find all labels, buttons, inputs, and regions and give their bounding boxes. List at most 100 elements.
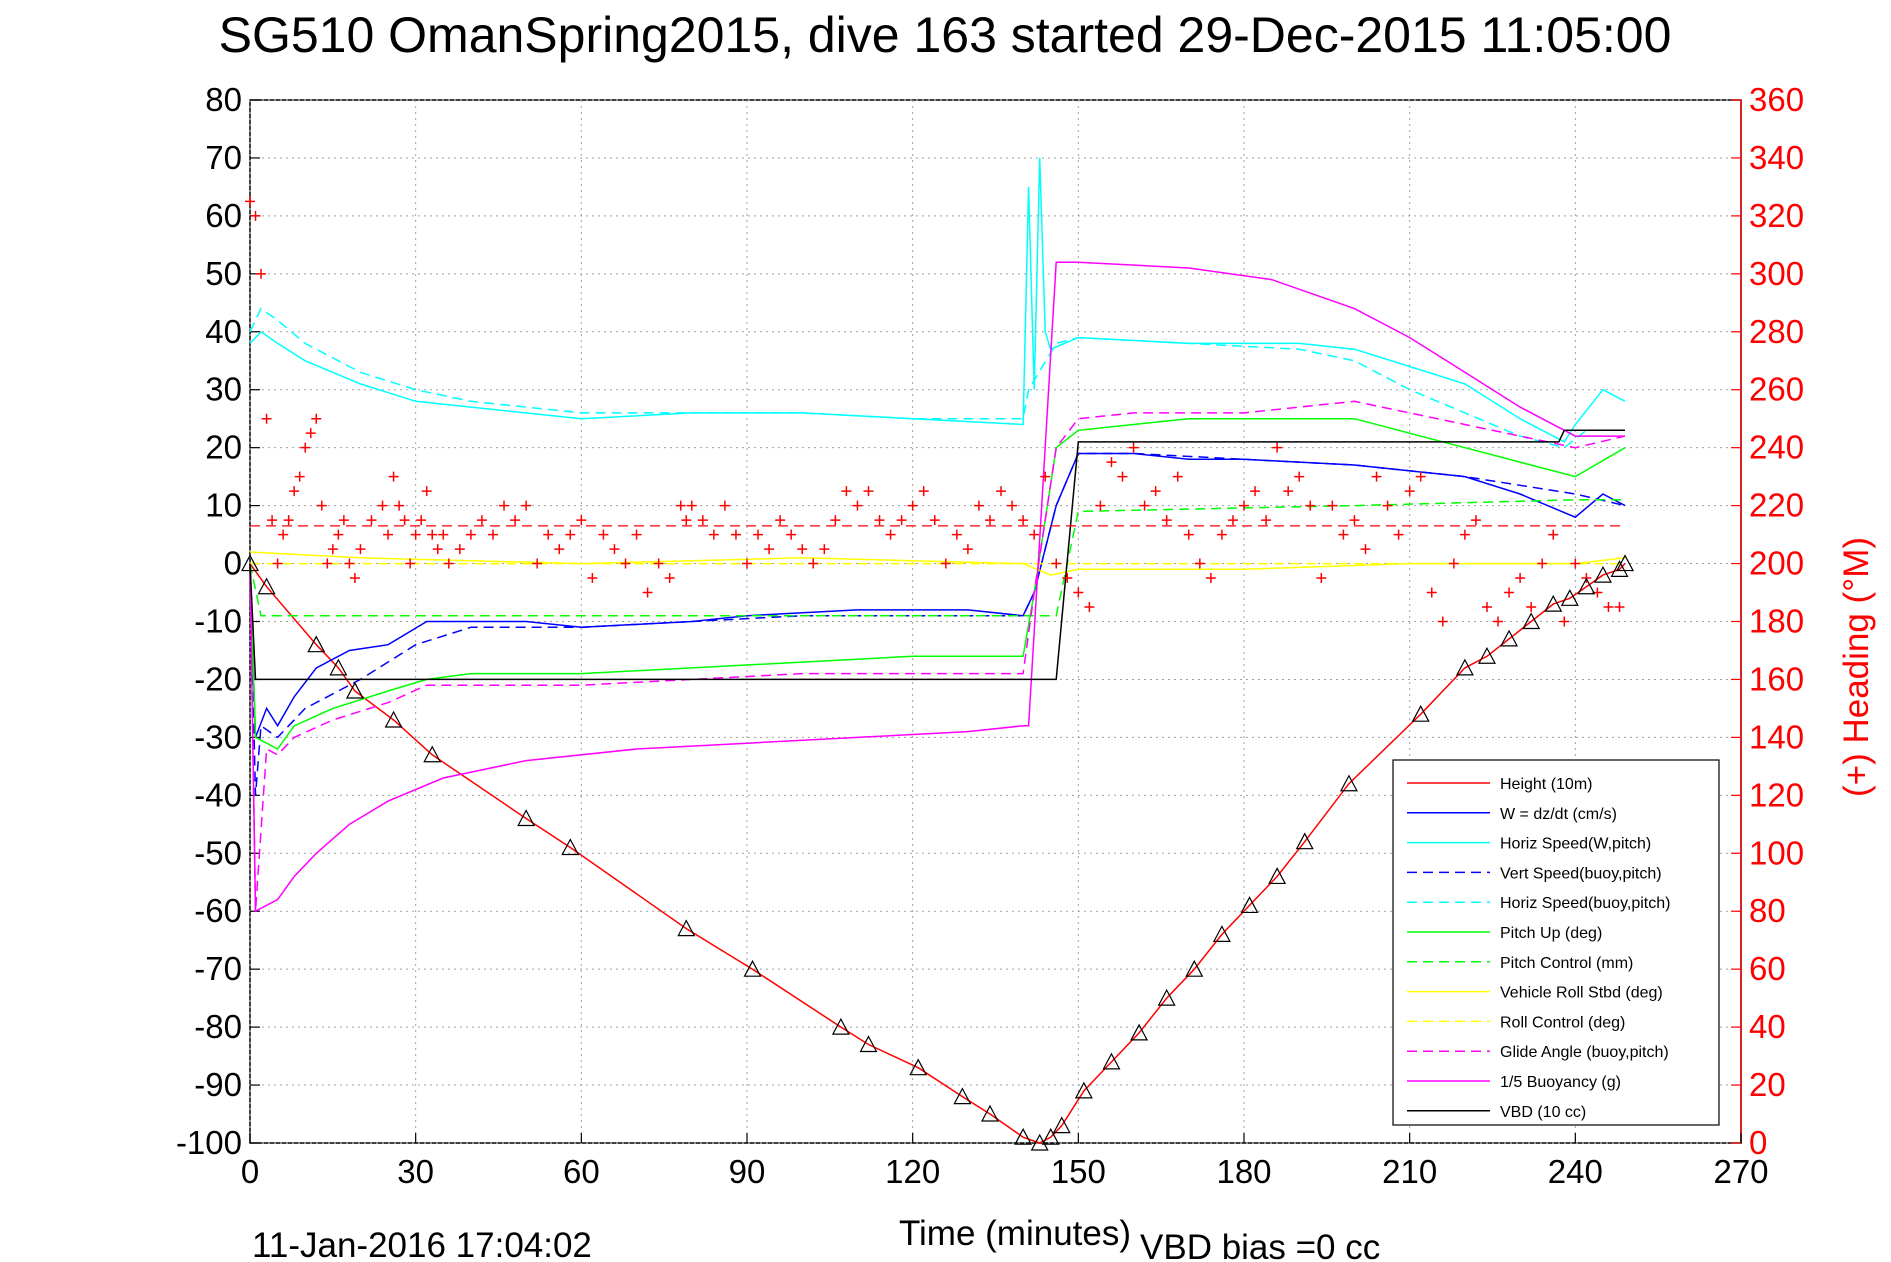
heading-marker — [322, 558, 333, 569]
heading-marker — [521, 500, 532, 511]
heading-marker — [885, 529, 896, 540]
height-marker — [677, 919, 696, 937]
heading-marker — [1481, 602, 1492, 613]
legend-label: Vert Speed(buoy,pitch) — [1500, 865, 1662, 882]
y-right-tick-label: 360 — [1749, 81, 1804, 118]
heading-marker — [416, 515, 427, 526]
heading-marker — [394, 500, 405, 511]
heading-marker — [1205, 573, 1216, 584]
heading-marker — [962, 544, 973, 555]
heading-marker — [819, 544, 830, 555]
height-marker — [423, 745, 442, 763]
series-line-vbd-10-cc — [249, 429, 1625, 681]
x-tick-label: 60 — [563, 1153, 600, 1190]
height-marker — [1268, 867, 1287, 885]
height-markers — [241, 554, 1635, 1151]
heading-marker — [1051, 558, 1062, 569]
heading-marker — [388, 471, 399, 482]
y-right-tick-label: 220 — [1749, 487, 1804, 524]
height-marker — [384, 710, 403, 728]
heading-marker — [1470, 515, 1481, 526]
heading-marker — [1603, 602, 1614, 613]
series-line-glide-angle-buoy-pitch — [249, 400, 1626, 912]
y-axis-right-label: (+) Heading (°M) — [1837, 537, 1876, 797]
heading-marker — [918, 486, 929, 497]
heading-marker — [1526, 602, 1537, 613]
heading-marker — [1161, 515, 1172, 526]
y-right-tick-label: 100 — [1749, 834, 1804, 871]
legend-label: Roll Control (deg) — [1500, 1014, 1625, 1031]
x-axis-label: Time (minutes) — [899, 1214, 1131, 1253]
y-tick-label: -50 — [194, 834, 242, 871]
height-marker — [1616, 554, 1635, 572]
heading-marker — [349, 573, 360, 584]
heading-marker — [697, 515, 708, 526]
height-marker — [1212, 925, 1231, 942]
heading-marker — [929, 515, 940, 526]
y-right-tick-label: 200 — [1749, 545, 1804, 582]
heading-marker — [476, 515, 487, 526]
x-tick-label: 120 — [885, 1153, 940, 1190]
heading-marker — [1537, 558, 1548, 569]
height-marker — [831, 1017, 850, 1035]
heading-marker — [775, 515, 786, 526]
height-marker — [1240, 896, 1259, 914]
heading-marker — [355, 544, 366, 555]
y-right-tick-label: 140 — [1749, 718, 1804, 755]
y-tick-label: 30 — [205, 371, 242, 408]
heading-marker — [443, 558, 454, 569]
heading-marker — [1459, 529, 1470, 540]
heading-marker — [808, 558, 819, 569]
heading-marker — [940, 558, 951, 569]
y-right-tick-label: 120 — [1749, 776, 1804, 813]
heading-marker — [598, 529, 609, 540]
heading-marker — [432, 544, 443, 555]
heading-marker — [863, 486, 874, 497]
heading-marker — [377, 500, 388, 511]
series-line-horiz-speed-buoy-pitch — [249, 307, 1625, 449]
y-tick-label: -90 — [194, 1066, 242, 1103]
height-marker — [241, 554, 259, 572]
height-marker — [1477, 646, 1496, 664]
series-line-horiz-speed-w-pitch — [249, 157, 1626, 443]
height-marker — [980, 1104, 999, 1122]
heading-marker — [1239, 500, 1249, 511]
heading-marker — [383, 529, 394, 540]
heading-marker — [1261, 515, 1272, 526]
x-tick-label: 210 — [1382, 1153, 1437, 1190]
heading-marker — [841, 486, 852, 497]
heading-marker — [587, 573, 598, 584]
y-tick-label: 70 — [205, 139, 242, 176]
heading-marker — [1360, 544, 1371, 555]
y-right-tick-label: 20 — [1749, 1066, 1786, 1103]
series-line-pitch-up-deg — [249, 417, 1626, 750]
heading-marker — [333, 529, 344, 540]
height-marker — [1074, 1081, 1093, 1099]
legend-label: Glide Angle (buoy,pitch) — [1500, 1044, 1669, 1061]
height-marker — [329, 658, 348, 676]
height-marker — [1411, 704, 1430, 722]
height-marker — [1500, 629, 1519, 647]
height-marker — [1157, 988, 1176, 1006]
heading-series — [245, 196, 1626, 627]
heading-marker — [1404, 486, 1415, 497]
heading-marker — [1316, 573, 1327, 584]
heading-marker — [686, 500, 697, 511]
heading-marker — [1548, 529, 1559, 540]
heading-marker — [786, 529, 797, 540]
series-line-height-10m — [249, 563, 1626, 1144]
heading-marker — [554, 544, 565, 555]
heading-marker — [338, 515, 349, 526]
x-tick-label: 0 — [241, 1153, 259, 1190]
heading-marker — [1007, 500, 1018, 511]
y-tick-label: -70 — [194, 950, 242, 987]
y-tick-label: -20 — [194, 660, 242, 697]
x-tick-label: 180 — [1216, 1153, 1271, 1190]
heading-marker — [1073, 587, 1084, 598]
heading-marker — [427, 529, 438, 540]
height-marker — [743, 959, 762, 977]
legend-label: Horiz Speed(buoy,pitch) — [1500, 895, 1670, 912]
heading-marker — [874, 515, 885, 526]
heading-marker — [1172, 471, 1183, 482]
